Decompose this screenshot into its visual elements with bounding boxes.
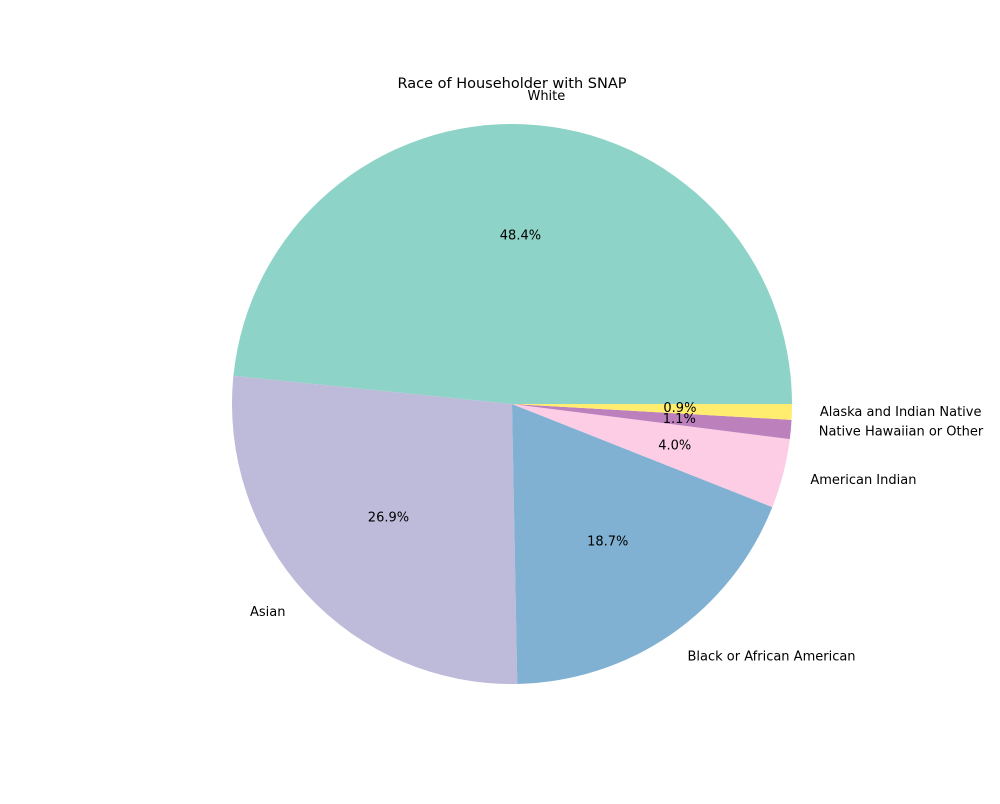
pie-slice-native-hawaiian-or-other — [512, 404, 792, 440]
pie-slice-alaska-and-indian-native — [512, 404, 793, 420]
chart-title: Race of Householder with SNAP — [397, 76, 626, 92]
slice-label-alaska-and-indian-native: Alaska and Indian Native — [820, 405, 982, 420]
slice-percent-black-or-african-american: 18.7% — [587, 535, 628, 550]
slice-label-american-indian: American Indian — [810, 473, 916, 488]
slice-label-asian: Asian — [250, 605, 285, 620]
slice-percent-white: 48.4% — [500, 229, 541, 244]
slice-percent-native-hawaiian-or-other: 1.1% — [663, 412, 696, 427]
pie-slice-black-or-african-american — [512, 404, 773, 684]
pie-slice-white — [233, 123, 793, 405]
pie-slice-american-indian — [512, 404, 790, 508]
pie-labels: White 48.4% Asian 26.9% Black or African Ame… — [250, 89, 984, 665]
slice-label-black-or-african-american: Black or African American — [688, 650, 856, 665]
slice-percent-asian: 26.9% — [368, 510, 409, 525]
pie-slice-asian — [232, 375, 518, 684]
slice-percent-alaska-and-indian-native: 0.9% — [663, 401, 696, 416]
slice-percent-american-indian: 4.0% — [658, 438, 691, 453]
slice-label-native-hawaiian-or-other: Native Hawaiian or Other — [819, 425, 984, 440]
pie-slices — [232, 123, 793, 684]
slice-label-white: White — [527, 89, 565, 104]
